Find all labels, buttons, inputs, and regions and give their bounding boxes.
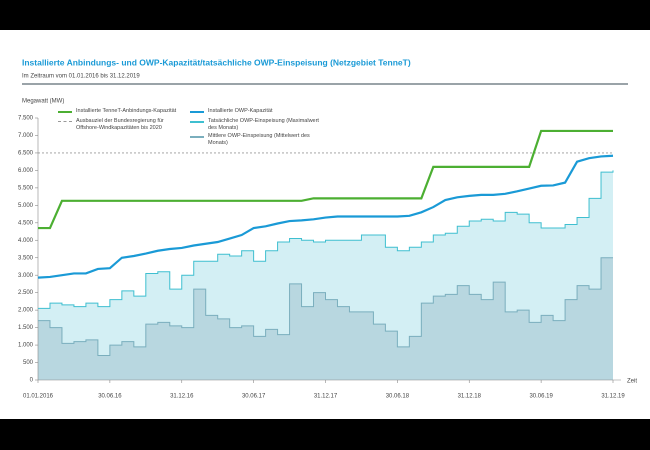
- legend-label: Tatsächliche OWP-Einspeisung (Maximalwer…: [208, 118, 319, 131]
- y-tick-label: 500: [23, 360, 34, 366]
- y-tick-label: 4.500: [18, 220, 34, 226]
- y-tick-label: 1.000: [18, 343, 34, 349]
- y-axis-label: Megawatt (MW): [22, 99, 64, 105]
- y-tick-label: 6.000: [18, 168, 34, 174]
- series-line: [38, 170, 614, 309]
- y-tick-label: 5.500: [18, 185, 34, 191]
- x-tick-label: 30.06.18: [386, 394, 410, 400]
- legend-label: Installierte OWP-Kapazität: [208, 108, 273, 114]
- series-line: [38, 129, 613, 230]
- y-tick-label: 4.000: [18, 238, 34, 244]
- y-tick-label: 3.000: [18, 273, 34, 279]
- series-line: [37, 154, 614, 279]
- legend-swatch: [190, 136, 204, 138]
- y-tick-label: 5.000: [18, 203, 34, 209]
- y-tick-label: 2.000: [18, 308, 34, 314]
- legend-swatch: [58, 111, 72, 113]
- chart-title: Installierte Anbindungs- und OWP-Kapazit…: [22, 57, 411, 67]
- y-tick-label: 2.500: [18, 290, 34, 296]
- rule: [22, 83, 628, 85]
- x-axis-label: Zeit: [627, 379, 637, 385]
- legend-label: Mittlere OWP-Einspeisung (Mittelwert des…: [208, 133, 310, 146]
- y-tick-label: 0: [30, 378, 34, 384]
- x-tick-label: 30.06.19: [529, 394, 553, 400]
- x-tick-label: 31.12.19: [601, 394, 625, 400]
- series-line: [38, 257, 613, 357]
- target-label: Ausbauziel der Bundesregierung für Offsh…: [76, 118, 164, 131]
- x-tick-label: 30.06.16: [98, 394, 122, 400]
- y-tick-label: 1.500: [18, 325, 34, 331]
- x-tick-label: 31.12.16: [170, 394, 194, 400]
- y-tick-label: 6.500: [18, 151, 34, 157]
- legend-label: Installierte TenneT-Anbindungs-Kapazität: [76, 108, 177, 114]
- legend-swatch: [58, 121, 72, 122]
- y-tick-label: 7.500: [18, 116, 34, 122]
- x-tick-label: 31.12.17: [314, 394, 338, 400]
- x-tick-label: 31.12.18: [458, 394, 482, 400]
- x-tick-label: 01.01.2016: [23, 394, 54, 400]
- y-tick-label: 7.000: [18, 133, 34, 139]
- subtitle: Im Zeitraum vom 01.01.2016 bis 31.12.201…: [22, 74, 140, 80]
- y-tick-label: 3.500: [18, 255, 34, 261]
- legend-swatch: [190, 121, 204, 123]
- x-tick-label: 30.06.17: [242, 394, 266, 400]
- legend-swatch: [190, 111, 204, 113]
